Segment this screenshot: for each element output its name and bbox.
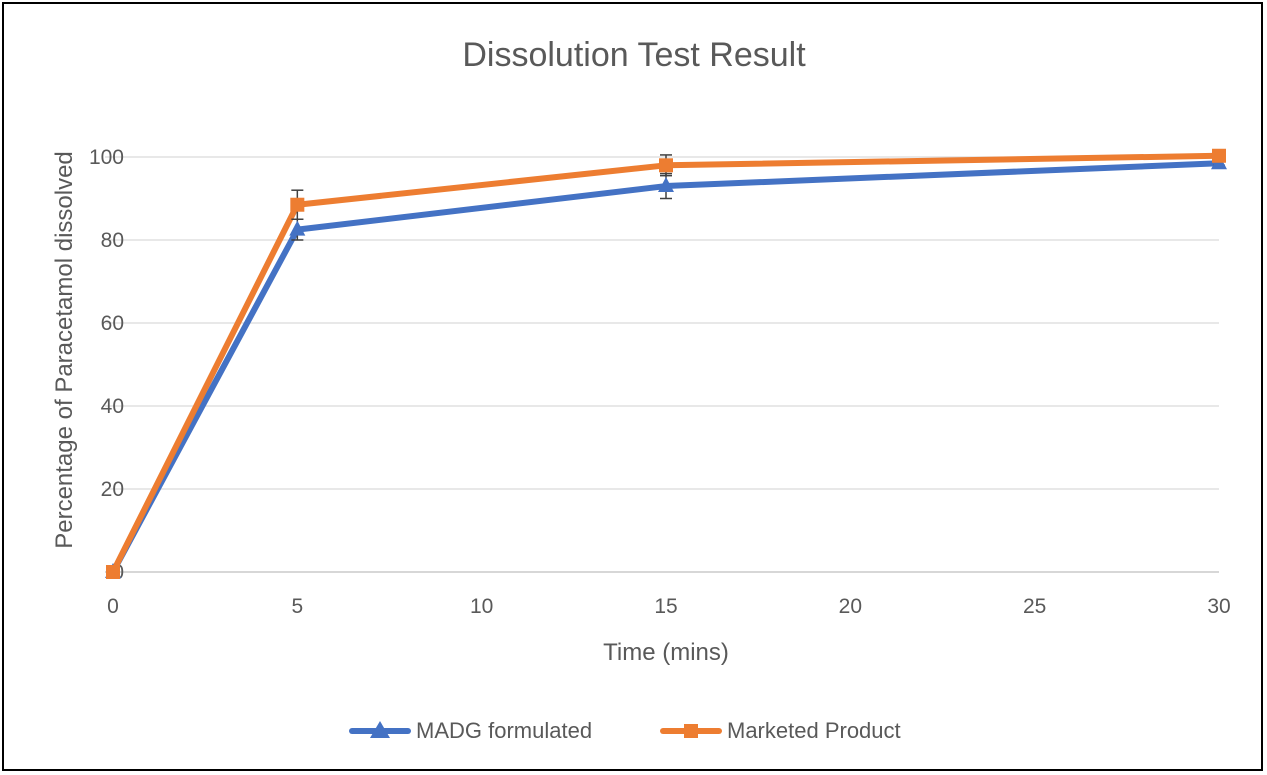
series-line [110,152,1222,575]
x-tick-label: 20 [839,595,862,618]
data-point-square [1212,148,1226,163]
y-tick-label: 100 [89,146,124,169]
x-tick-label: 10 [470,595,493,618]
series-madg-formulated [105,154,1227,578]
y-tick-label: 20 [101,478,124,501]
x-tick-label: 0 [107,595,119,618]
series-line [110,160,1222,575]
x-axis-label: Time (mins) [603,639,729,666]
data-point-triangle [658,177,674,193]
legend-marker-square [684,724,698,738]
data-point-square [290,197,305,212]
legend-item-marketed: Marketed Product [660,718,901,743]
x-tick-label: 30 [1207,595,1230,618]
x-tick-label: 25 [1023,595,1046,618]
y-tick-label: 40 [101,395,124,418]
legend-marker-triangle [370,721,390,738]
x-tick-label: 5 [291,595,303,618]
chart-title: Dissolution Test Result [462,36,806,74]
gridlines [105,156,1219,573]
legend: MADG formulated Marketed Product [349,718,901,743]
y-tick-label: 80 [101,229,124,252]
data-point-square [106,565,120,579]
legend-label-madg: MADG formulated [416,718,592,743]
x-axis-ticks: 0 5 10 15 20 25 30 [107,595,1231,618]
x-tick-label: 15 [654,595,677,618]
y-tick-label: 60 [101,312,124,335]
series-layer [105,148,1227,579]
y-axis-label: Percentage of Paracetamol dissolved [51,151,78,549]
series-marketed-product [106,148,1226,579]
legend-item-madg: MADG formulated [349,718,592,743]
y-axis-ticks: 020406080100 [89,146,124,584]
data-point-square [659,158,673,173]
legend-label-marketed: Marketed Product [727,718,901,743]
data-point-triangle [289,220,306,236]
